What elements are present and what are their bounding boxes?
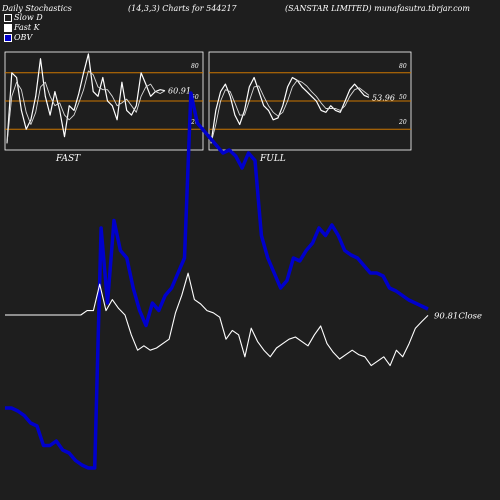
legend-label-fast-k: Fast K bbox=[14, 23, 40, 32]
last-value-label-fast: 60.91 bbox=[168, 87, 191, 96]
close-value-label: 90.81Close bbox=[434, 311, 482, 321]
chart-header-right: (SANSTAR LIMITED) munafasutra.tbrjar.com bbox=[285, 4, 470, 13]
obv-line bbox=[5, 91, 429, 470]
y-tick-80-full: 80 bbox=[399, 63, 407, 70]
series-line-full-k-full bbox=[210, 76, 370, 144]
panel-title-full: FULL bbox=[260, 154, 286, 164]
y-tick-50-fast: 50 bbox=[191, 94, 199, 101]
chart-header-params: (14,3,3) Charts for 544217 bbox=[128, 4, 237, 13]
legend-swatch-obv bbox=[4, 34, 12, 42]
series-line-fast-k-fast bbox=[6, 53, 166, 144]
legend-swatch-fast-k bbox=[4, 24, 12, 32]
y-tick-20-fast: 20 bbox=[190, 119, 199, 126]
series-line-full-d-full bbox=[210, 79, 370, 144]
panel-title-fast: FAST bbox=[56, 154, 81, 164]
chart-header-left: Daily Stochastics bbox=[2, 4, 72, 13]
legend-swatch-slow-d bbox=[4, 14, 12, 22]
price-line bbox=[5, 272, 429, 367]
y-tick-20-full: 20 bbox=[398, 119, 407, 126]
last-value-label-full: 53.96 bbox=[372, 93, 395, 102]
series-line-slow-d-fast bbox=[6, 70, 166, 144]
legend-label-obv: OBV bbox=[14, 33, 33, 42]
y-tick-50-full: 50 bbox=[399, 94, 407, 101]
y-tick-80-fast: 80 bbox=[191, 63, 199, 70]
legend-label-slow-d: Slow D bbox=[14, 13, 43, 22]
